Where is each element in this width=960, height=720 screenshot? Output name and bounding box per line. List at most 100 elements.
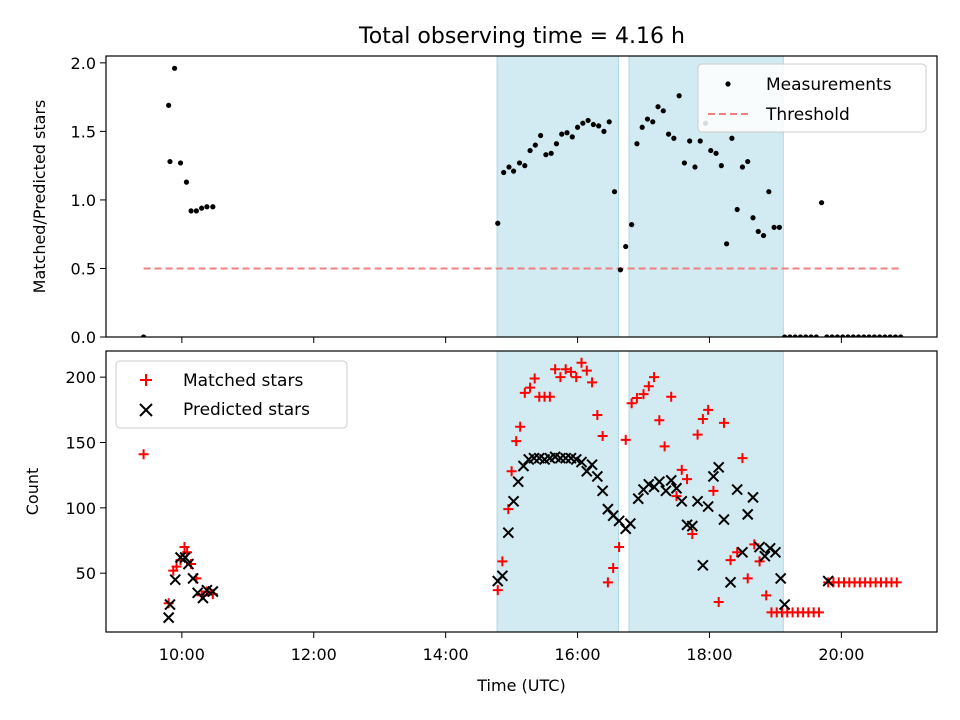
matched-star-point [506, 466, 517, 477]
measurement-point [771, 224, 777, 230]
measurement-point [713, 150, 719, 156]
measurement-point [808, 334, 814, 337]
measurement-point [629, 222, 635, 228]
measurement-point [634, 141, 640, 147]
predicted-star-point [575, 456, 588, 468]
matched-star-point [687, 528, 698, 539]
predicted-star-point [742, 508, 754, 521]
measurement-point [850, 334, 856, 337]
matched-star-point [692, 429, 703, 440]
matched-star-point [713, 596, 724, 607]
matched-star-point [654, 415, 665, 426]
y-tick-label: 200 [65, 368, 96, 387]
matched-star-point [565, 366, 576, 377]
chart-title: Total observing time = 4.16 h [358, 24, 685, 49]
matched-star-point [608, 562, 619, 573]
predicted-star-point [736, 546, 749, 558]
matched-star-point [597, 430, 608, 441]
matched-star-point [631, 393, 642, 404]
measurement-point [506, 164, 512, 170]
x-tick-label: 12:00 [291, 645, 337, 664]
measurement-point [193, 208, 199, 214]
x-tick-label: 10:00 [159, 645, 205, 664]
measurement-point [724, 241, 730, 247]
measurement-point [580, 120, 586, 126]
matched-star-point [525, 382, 536, 393]
predicted-star-point [676, 495, 688, 508]
top-panel: 0.0 0.5 1.0 1.5 2.0 Matched/Predicted stars Me… [30, 54, 938, 347]
predicted-star-point [496, 570, 509, 582]
measurement-point [729, 135, 735, 141]
matched-star-point [492, 585, 503, 596]
measurement-point [665, 131, 672, 137]
matched-star-point [703, 404, 714, 415]
measurement-point [171, 65, 178, 71]
measurement-point [687, 138, 693, 144]
measurement-point [210, 204, 216, 210]
matched-star-point [529, 373, 540, 384]
predicted-star-point [169, 574, 181, 586]
measurement-point [877, 334, 883, 337]
predicted-star-point [774, 572, 787, 585]
measurement-point [516, 160, 523, 166]
predicted-star-point [718, 513, 730, 526]
y-tick-label: 1.5 [71, 122, 96, 141]
matched-star-point [179, 542, 190, 553]
legend-label-threshold: Threshold [765, 105, 850, 125]
legend-marker-measurements [725, 81, 731, 87]
x-tick-label: 16:00 [555, 645, 601, 664]
predicted-star-point [753, 541, 766, 553]
matched-star-point [626, 398, 637, 409]
legend-box [115, 360, 348, 429]
matched-star-point [891, 577, 902, 588]
measurement-point [585, 117, 591, 124]
measurement-point [692, 164, 698, 170]
predicted-star-point [769, 546, 782, 558]
measurement-point [660, 108, 666, 114]
measurement-point [543, 152, 549, 158]
measurement-point [734, 206, 740, 213]
matched-star-point [761, 590, 772, 601]
measurement-point [845, 334, 851, 337]
measurement-point [892, 334, 899, 337]
predicted-star-point [596, 485, 609, 497]
matched-star-point [697, 413, 708, 424]
measurement-point [559, 131, 565, 137]
measurement-point [866, 334, 872, 337]
matched-star-point [659, 441, 670, 452]
predicted-star-point [624, 517, 637, 530]
measurement-point [750, 215, 756, 221]
predicted-star-point [502, 526, 515, 539]
matched-star-point [813, 607, 824, 618]
legend-box [697, 63, 927, 133]
matched-star-point [602, 577, 613, 588]
measurement-point [650, 119, 656, 125]
matched-star-point [649, 372, 660, 383]
matched-star-point [587, 377, 598, 388]
measurement-point [787, 334, 793, 337]
matched-star-point [571, 372, 582, 383]
predicted-star-point [707, 470, 720, 483]
measurement-point [718, 163, 724, 169]
shaded-interval [496, 350, 619, 633]
predicted-star-point [179, 551, 191, 564]
measurement-point [140, 334, 147, 337]
plot-area [138, 357, 902, 624]
matched-star-point [742, 573, 753, 584]
matched-star-point [682, 474, 693, 485]
legend-marker-matched [140, 374, 152, 386]
measurement-point [617, 267, 624, 273]
measurement-point [782, 334, 788, 337]
predicted-star-point [778, 598, 791, 611]
measurement-point [813, 334, 819, 337]
predicted-star-point [691, 495, 704, 508]
x-tick-label: 14:00 [423, 645, 469, 664]
measurement-point [760, 232, 767, 239]
measurement-point [871, 334, 877, 337]
measurement-point [188, 208, 194, 214]
y-tick-label: 100 [65, 499, 96, 518]
measurement-point [739, 164, 746, 170]
axes-frame [105, 55, 938, 338]
measurement-point [538, 132, 544, 139]
